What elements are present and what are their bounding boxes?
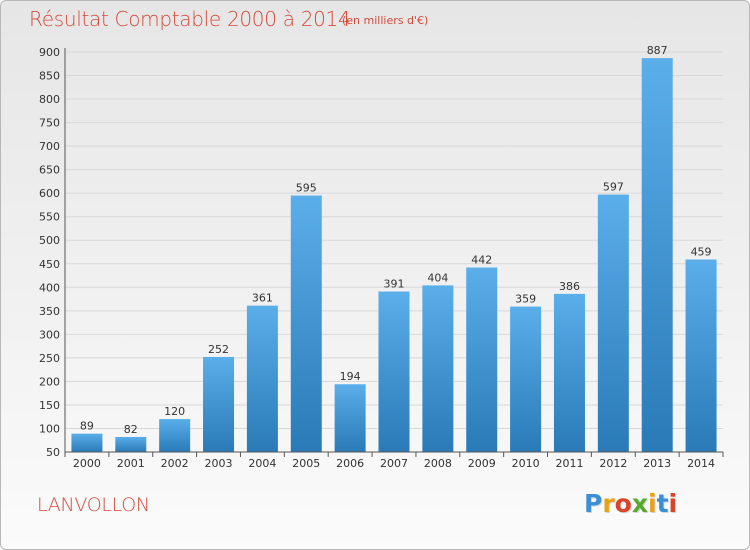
y-tick-label: 450 [39, 258, 60, 271]
value-label-2001: 82 [124, 423, 138, 436]
x-tick-label-2005: 2005 [292, 457, 320, 470]
x-tick-label-2007: 2007 [380, 457, 408, 470]
value-label-2014: 459 [691, 246, 712, 259]
value-label-2010: 359 [515, 293, 536, 306]
value-label-2013: 887 [647, 44, 668, 57]
x-tick-label-2010: 2010 [512, 457, 540, 470]
value-label-2007: 391 [384, 278, 405, 291]
bars: 89 82 120 252 361 595 194 391 404 442 359 386 597 887… [71, 44, 717, 452]
bar-2007 [378, 291, 410, 452]
y-tick-label: 50 [46, 446, 60, 459]
bar-2013 [641, 58, 673, 452]
y-tick-label: 550 [39, 211, 60, 224]
bar-2003 [203, 356, 235, 452]
bar-2010 [510, 306, 542, 452]
bar-2011 [553, 293, 585, 452]
logo-letter: r [602, 489, 615, 518]
x-tick-label-2002: 2002 [161, 457, 189, 470]
y-tick-label: 850 [39, 70, 60, 83]
y-tick-label: 150 [39, 399, 60, 412]
y-axis: 50 100 150 200 250 300 350 400 450 500 550 600 650 70… [39, 46, 66, 459]
bar-2006 [334, 384, 366, 452]
bar-2009 [466, 267, 498, 452]
value-label-2006: 194 [340, 370, 361, 383]
bar-2001 [115, 436, 147, 452]
x-tick-label-2009: 2009 [468, 457, 496, 470]
x-tick-label-2000: 2000 [73, 457, 101, 470]
y-tick-label: 750 [39, 117, 60, 130]
value-label-2012: 597 [603, 181, 624, 194]
y-tick-label: 700 [39, 140, 60, 153]
bar-2002 [159, 419, 191, 452]
y-tick-label: 300 [39, 328, 60, 341]
x-tick-label-2011: 2011 [555, 457, 583, 470]
y-tick-label: 800 [39, 93, 60, 106]
x-tick-label-2004: 2004 [248, 457, 276, 470]
bar-2014 [685, 259, 717, 452]
y-tick-label: 400 [39, 281, 60, 294]
x-tick-label-2014: 2014 [687, 457, 715, 470]
bar-2008 [422, 285, 454, 452]
x-tick-label-2001: 2001 [117, 457, 145, 470]
y-tick-label: 250 [39, 352, 60, 365]
y-tick-label: 100 [39, 422, 60, 435]
bar-2012 [597, 194, 629, 452]
chart-title: Résultat Comptable 2000 à 2014 [29, 7, 351, 31]
y-tick-label: 900 [39, 46, 60, 59]
x-tick-label-2003: 2003 [205, 457, 233, 470]
logo-letter: o [614, 489, 632, 518]
logo-letter: i [648, 489, 657, 518]
commune-name: LANVOLLON [37, 494, 150, 516]
x-tick-label-2013: 2013 [643, 457, 671, 470]
logo-letter: x [631, 489, 648, 518]
logo-letter: P [584, 489, 603, 518]
value-label-2000: 89 [80, 420, 94, 433]
value-label-2011: 386 [559, 280, 580, 293]
bar-2004 [246, 305, 278, 452]
value-label-2008: 404 [427, 271, 448, 284]
logo-letter: t [656, 489, 669, 518]
y-tick-label: 650 [39, 164, 60, 177]
x-tick-label-2006: 2006 [336, 457, 364, 470]
value-label-2003: 252 [208, 343, 229, 356]
chart-subtitle: (en milliers d'€) [342, 14, 429, 27]
x-axis: 2000 2001 2002 2003 2004 2005 2006 2007 2008 2009… [64, 451, 724, 470]
value-label-2002: 120 [164, 405, 185, 418]
value-label-2009: 442 [471, 254, 492, 267]
y-tick-label: 200 [39, 375, 60, 388]
bar-2005 [290, 195, 322, 452]
logo-letter: i [668, 489, 678, 518]
y-tick-label: 500 [39, 234, 60, 247]
x-tick-label-2012: 2012 [599, 457, 627, 470]
y-tick-label: 350 [39, 305, 60, 318]
value-label-2004: 361 [252, 292, 273, 305]
bar-2000 [71, 433, 103, 452]
value-label-2005: 595 [296, 182, 317, 195]
y-tick-label: 600 [39, 187, 60, 200]
proxiti-logo[interactable]: Proxiti [584, 489, 677, 518]
x-tick-label-2008: 2008 [424, 457, 452, 470]
